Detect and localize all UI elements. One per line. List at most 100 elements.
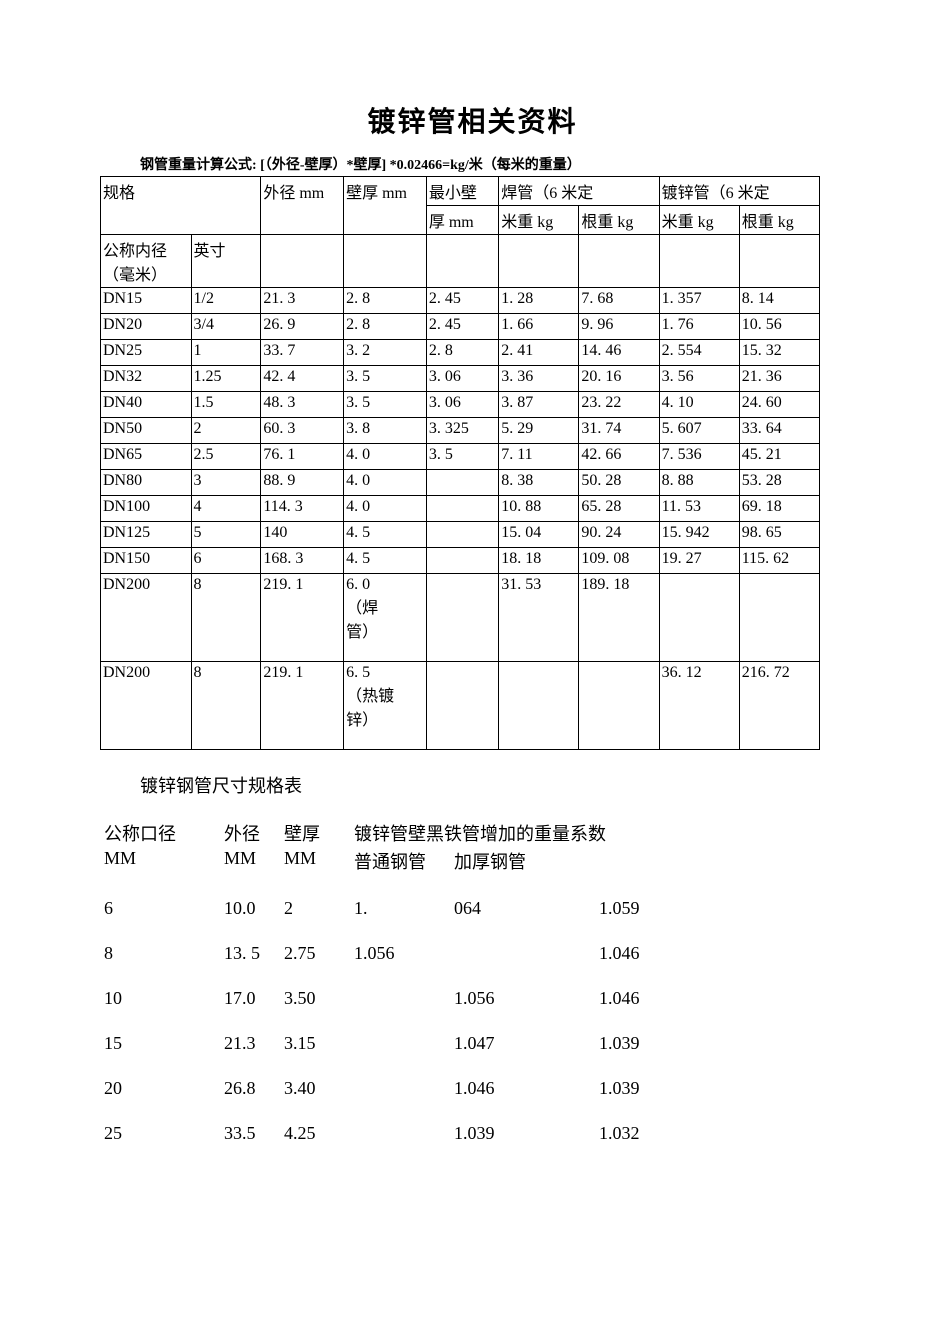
blank-cell	[426, 235, 498, 288]
table-cell: 24. 60	[739, 392, 819, 418]
table-cell: 98. 65	[739, 522, 819, 548]
t2h2-b: MM	[220, 848, 280, 886]
table-cell: 6	[191, 548, 261, 574]
t2h2-d: 普通钢管	[350, 848, 450, 886]
table-cell: 3. 36	[499, 366, 579, 392]
hdr-minthick-bottom: 厚 mm	[426, 206, 498, 235]
table-row: 2533.54.251.0391.032	[100, 1111, 740, 1156]
table-cell: 3. 56	[659, 366, 739, 392]
table-cell: 2	[191, 418, 261, 444]
hdr-spec: 规格	[101, 177, 261, 235]
table-cell: 6	[100, 886, 220, 931]
table-cell	[350, 1066, 450, 1111]
blank-cell	[344, 235, 427, 288]
table-row: DN50260. 33. 83. 3255. 2931. 745. 60733.…	[101, 418, 820, 444]
table-header-row-1: 规格 外径 mm 壁厚 mm 最小壁 焊管（6 米定 镀锌管（6 米定	[101, 177, 820, 206]
t2h2-c: MM	[280, 848, 350, 886]
table-cell: 60. 3	[261, 418, 344, 444]
table-cell: 4. 0	[344, 470, 427, 496]
table-cell: 2.75	[280, 931, 350, 976]
table-cell: 15. 04	[499, 522, 579, 548]
pipe-weight-table: 规格 外径 mm 壁厚 mm 最小壁 焊管（6 米定 镀锌管（6 米定 厚 mm…	[100, 176, 820, 750]
table-cell: 1.039	[595, 1021, 740, 1066]
hdr-nominal-top: 公称内径	[103, 243, 167, 260]
table-cell: 1.039	[595, 1066, 740, 1111]
t2h2-a: MM	[100, 848, 220, 886]
blank-cell	[261, 235, 344, 288]
blank-cell	[499, 235, 579, 288]
table-cell: 4.25	[280, 1111, 350, 1156]
table-cell: 26.8	[220, 1066, 280, 1111]
table-cell: 3. 87	[499, 392, 579, 418]
table-cell: 2. 41	[499, 340, 579, 366]
table-cell: 21. 3	[261, 288, 344, 314]
table-cell: 2. 45	[426, 288, 498, 314]
table-cell: DN200	[101, 574, 192, 662]
table-cell: 8. 88	[659, 470, 739, 496]
table-cell: 26. 9	[261, 314, 344, 340]
table-cell: 109. 08	[579, 548, 659, 574]
table-row: DN652.576. 14. 03. 57. 1142. 667. 53645.…	[101, 444, 820, 470]
table-cell: 3. 06	[426, 392, 498, 418]
table-cell	[426, 496, 498, 522]
table-cell	[426, 548, 498, 574]
table-cell	[450, 931, 595, 976]
table-cell: 1.25	[191, 366, 261, 392]
table-cell: 168. 3	[261, 548, 344, 574]
hdr-inch: 英寸	[191, 235, 261, 288]
table-cell: 8	[191, 662, 261, 750]
table-cell: 20. 16	[579, 366, 659, 392]
table-row: DN321.2542. 43. 53. 063. 3620. 163. 5621…	[101, 366, 820, 392]
table-cell: 48. 3	[261, 392, 344, 418]
table-row: DN80388. 94. 08. 3850. 288. 8853. 28	[101, 470, 820, 496]
blank-cell	[739, 235, 819, 288]
table-cell: DN25	[101, 340, 192, 366]
table-cell: DN15	[101, 288, 192, 314]
table-cell: 3. 5	[426, 444, 498, 470]
table-cell: 20	[100, 1066, 220, 1111]
t2h-d: 镀锌管壁黑铁管增加的重量系数	[350, 808, 740, 848]
hdr-thick: 壁厚 mm	[344, 177, 427, 235]
table-cell: 15. 32	[739, 340, 819, 366]
table-cell: 10	[100, 976, 220, 1021]
table-cell	[426, 522, 498, 548]
table-cell: 1.046	[450, 1066, 595, 1111]
table-cell: 9. 96	[579, 314, 659, 340]
t2h-a: 公称口径	[100, 808, 220, 848]
table-row: 1521.33.151.0471.039	[100, 1021, 740, 1066]
table-cell: 50. 28	[579, 470, 659, 496]
formula-text: 钢管重量计算公式: [（外径-壁厚）*壁厚] *0.02466=kg/米（每米的…	[140, 154, 845, 174]
table-cell: DN100	[101, 496, 192, 522]
table-cell: 10. 56	[739, 314, 819, 340]
table-cell: 17.0	[220, 976, 280, 1021]
table-cell: 115. 62	[739, 548, 819, 574]
table-cell: DN40	[101, 392, 192, 418]
table-cell: 1/2	[191, 288, 261, 314]
table-row: DN25133. 73. 22. 82. 4114. 462. 55415. 3…	[101, 340, 820, 366]
table-cell: 3. 8	[344, 418, 427, 444]
table-cell: DN80	[101, 470, 192, 496]
table-cell: 140	[261, 522, 344, 548]
table-cell: 1.032	[595, 1111, 740, 1156]
table-cell: 8. 38	[499, 470, 579, 496]
t2h-b: 外径	[220, 808, 280, 848]
table-cell: 2. 8	[344, 288, 427, 314]
table-row: 813. 52.751.0561.046	[100, 931, 740, 976]
table-cell: 33. 7	[261, 340, 344, 366]
table-cell: 7. 536	[659, 444, 739, 470]
table-cell: 1. 66	[499, 314, 579, 340]
table-cell: 6. 0 （焊 管）	[344, 574, 427, 662]
hdr-nominal: 公称内径（毫米）	[101, 235, 192, 288]
table-cell: 216. 72	[739, 662, 819, 750]
table-cell: 219. 1	[261, 574, 344, 662]
table-cell: 88. 9	[261, 470, 344, 496]
table-cell: 1.039	[450, 1111, 595, 1156]
hdr-han-meterkg: 米重 kg	[499, 206, 579, 235]
table-header-row-3: 公称内径（毫米） 英寸	[101, 235, 820, 288]
table-cell: 4. 5	[344, 522, 427, 548]
table-cell: 1.059	[595, 886, 740, 931]
hdr-dux-meterkg: 米重 kg	[659, 206, 739, 235]
table-cell: 1	[191, 340, 261, 366]
table-cell: 3. 2	[344, 340, 427, 366]
table-cell: 2. 8	[344, 314, 427, 340]
